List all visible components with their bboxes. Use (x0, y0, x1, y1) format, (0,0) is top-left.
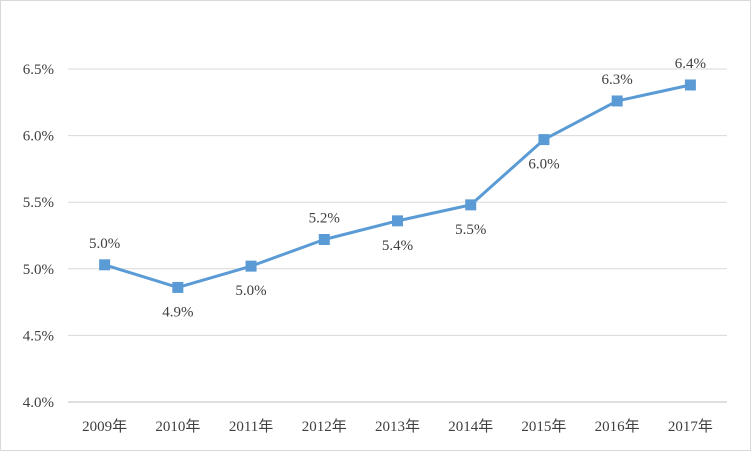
x-tick-label: 2012年 (302, 418, 347, 435)
data-point-marker (684, 79, 696, 91)
y-axis-tick-labels: 4.0% 4.5% 5.0% 5.5% 6.0% 6.5% (23, 62, 54, 411)
x-tick-label: 2015年 (521, 418, 566, 435)
data-label: 5.0% (89, 236, 120, 252)
data-point-marker (245, 260, 257, 272)
series-line (104, 83, 691, 289)
y-tick-label: 4.0% (23, 395, 54, 411)
data-point-marker (318, 233, 330, 245)
y-tick-label: 4.5% (23, 328, 54, 344)
y-tick-label: 6.5% (23, 62, 54, 78)
data-labels: 5.0% 4.9% 5.0% 5.2% 5.4% 5.5% 6.0% 6.3% 6.4% (89, 56, 706, 320)
series-layer (99, 79, 696, 293)
data-label: 5.0% (235, 283, 266, 299)
data-label: 5.4% (382, 238, 413, 254)
x-tick-label: 2009年 (82, 418, 127, 435)
y-tick-label: 5.5% (23, 195, 54, 211)
x-tick-label: 2014年 (448, 418, 493, 435)
x-tick-label: 2011年 (229, 418, 273, 435)
data-label: 6.4% (675, 56, 706, 72)
x-tick-label: 2013年 (375, 418, 420, 435)
data-point-marker (465, 199, 477, 211)
data-point-marker (392, 215, 403, 227)
x-tick-label: 2017年 (668, 418, 713, 435)
x-axis-tick-labels: 2009年 2010年 2011年 2012年 2013年 2014年 2015年 2016年… (82, 418, 713, 435)
x-tick-label: 2016年 (595, 418, 640, 435)
y-tick-label: 5.0% (23, 262, 54, 278)
data-label: 6.3% (602, 72, 633, 88)
data-point-marker (172, 281, 184, 293)
gridlines (68, 68, 727, 336)
data-label: 5.2% (309, 210, 340, 226)
data-point-marker (99, 259, 111, 271)
data-label: 5.5% (455, 222, 486, 238)
y-tick-label: 6.0% (23, 129, 54, 145)
data-label: 6.0% (528, 157, 559, 173)
data-point-marker (538, 134, 550, 146)
x-tick-label: 2010年 (155, 418, 200, 435)
data-label: 4.9% (162, 304, 193, 320)
data-point-marker (611, 95, 623, 107)
